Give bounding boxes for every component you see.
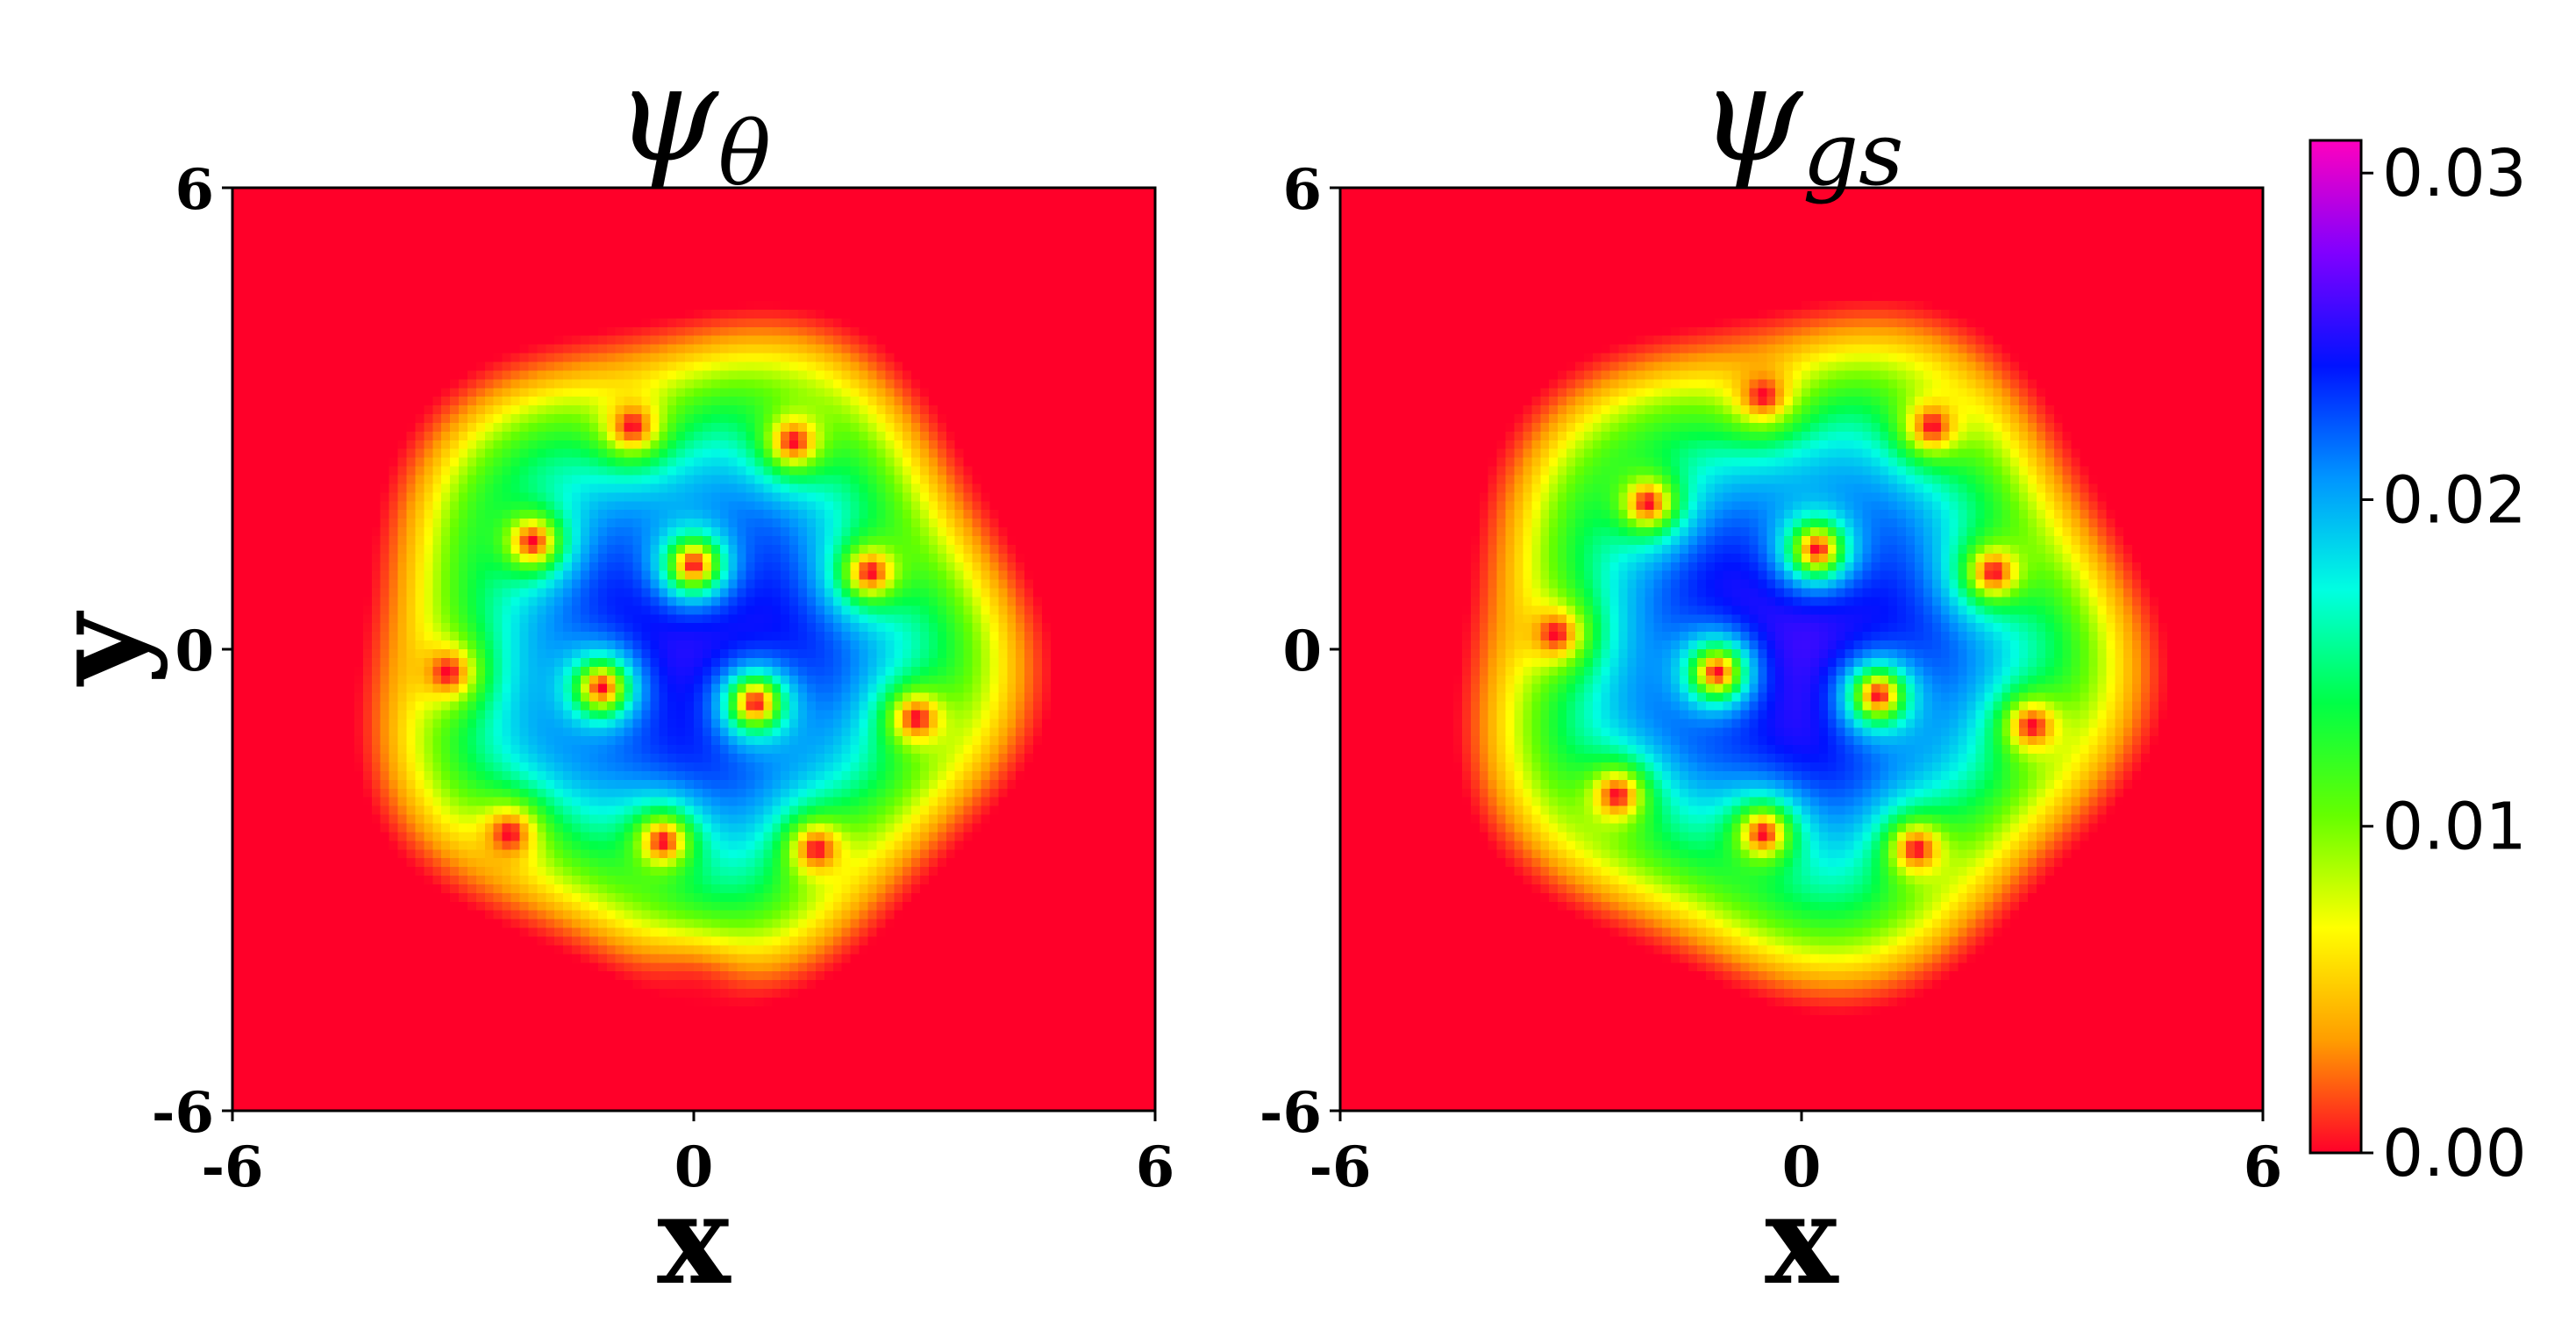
y-tick-label-top-left: 6 [175,157,214,223]
x-tick-label-right-right: 6 [2244,1134,2283,1200]
x-tick-label-right-left: 6 [1136,1134,1175,1200]
y-axis-label: y [26,611,170,687]
x-axis-label-left: x [657,1169,731,1313]
panel-title-psi-gs: ψgs [1700,39,1904,205]
x-axis-label-right: x [1765,1169,1839,1313]
y-tick-label-mid-left: 0 [175,619,214,684]
y-tick-label-mid-right: 0 [1282,619,1322,684]
colorbar-tick-label: 0.03 [2382,136,2527,211]
colorbar-tick-label: 0.02 [2382,462,2527,538]
colorbar: 0.00 0.01 0.02 0.03 [2308,136,2527,1191]
colorbar-ticks: 0.00 0.01 0.02 0.03 [2361,136,2527,1191]
panel-psi-theta: ψθ 6 0 -6 -6 0 6 x y [26,39,1174,1313]
density-map-psi-theta [232,188,1155,1111]
panel-title-psi-theta: ψθ [615,39,771,205]
colorbar-tick-label: 0.00 [2382,1116,2527,1191]
colorbar-tick-label: 0.01 [2382,790,2527,865]
y-tick-label-bottom-right: -6 [1259,1080,1322,1146]
density-map-psi-gs [1340,188,2263,1111]
colorbar-gradient [2310,140,2361,1153]
x-tick-label-mid-right: 0 [1782,1134,1822,1200]
panel-psi-gs: ψgs 6 0 -6 -6 0 6 x [1259,39,2282,1313]
x-tick-label-left-right: -6 [1309,1134,1371,1200]
y-tick-label-top-right: 6 [1282,157,1322,223]
y-tick-label-bottom-left: -6 [152,1080,214,1146]
x-tick-label-mid-left: 0 [674,1134,714,1200]
x-tick-label-left-left: -6 [201,1134,263,1200]
colorbar-frame [2308,139,2363,1155]
